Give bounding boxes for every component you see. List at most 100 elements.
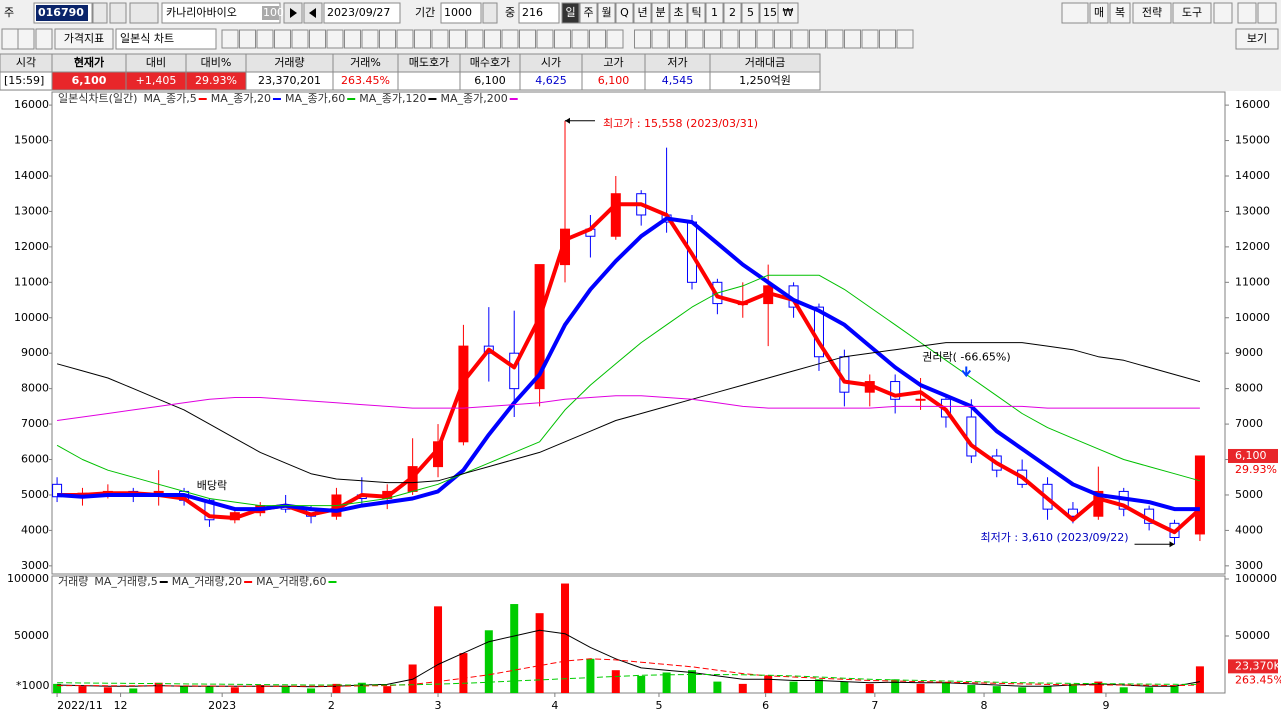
tool-icon[interactable] <box>1 28 19 50</box>
chart-type-select[interactable] <box>115 28 217 50</box>
interval-label[interactable]: 5 <box>747 6 754 19</box>
interval-label[interactable]: 일 <box>565 5 575 19</box>
tool-icon[interactable] <box>1237 2 1257 24</box>
draw-tool-icon[interactable] <box>484 29 501 49</box>
interval-label[interactable]: ₩ <box>783 6 794 19</box>
volume-bar <box>205 686 214 693</box>
period-spin[interactable] <box>482 2 498 24</box>
cloud-button[interactable] <box>1061 2 1089 24</box>
tool-icon[interactable] <box>1213 2 1233 24</box>
draw-tool-icon[interactable] <box>396 29 414 49</box>
interval-label[interactable]: 틱 <box>691 6 701 19</box>
interval-label[interactable]: 초 <box>673 6 683 19</box>
draw-tool-icon[interactable] <box>256 29 274 49</box>
interval-label[interactable]: 년 <box>637 6 647 19</box>
draw-tool-icon[interactable] <box>589 29 606 49</box>
view-button[interactable] <box>1235 28 1279 50</box>
draw-tool-icon[interactable] <box>896 29 914 49</box>
draw-tool-icon[interactable] <box>756 29 774 49</box>
interval-button[interactable] <box>705 2 724 24</box>
draw-tool-icon[interactable] <box>221 29 239 49</box>
zoom-input[interactable] <box>518 2 560 24</box>
draw-tool-icon[interactable] <box>466 29 484 49</box>
draw-tool-icon[interactable] <box>501 29 519 49</box>
draw-tool-icon[interactable] <box>326 29 344 49</box>
draw-tool-icon[interactable] <box>844 29 861 49</box>
interval-label[interactable]: 월 <box>601 6 611 19</box>
interval-button[interactable] <box>579 2 598 24</box>
draw-tool-icon[interactable] <box>721 29 739 49</box>
interval-label[interactable]: Q <box>620 6 629 19</box>
interval-label[interactable]: 1 <box>711 6 718 19</box>
x-tick-label: 2023 <box>208 699 236 712</box>
code-dropdown[interactable] <box>92 2 108 24</box>
draw-tool-icon[interactable] <box>361 29 379 49</box>
date-input[interactable] <box>323 2 401 24</box>
indicator-button[interactable] <box>54 28 114 50</box>
draw-tool-icon[interactable] <box>239 29 256 49</box>
interval-button[interactable] <box>669 2 688 24</box>
interval-label[interactable]: 2 <box>729 6 736 19</box>
draw-tool-icon[interactable] <box>879 29 896 49</box>
right-button[interactable] <box>1109 2 1131 24</box>
interval-label[interactable]: 15 <box>763 6 777 19</box>
period-input[interactable] <box>440 2 482 24</box>
sort-button[interactable] <box>129 2 159 24</box>
right-button-label[interactable]: 전략 <box>1142 6 1162 19</box>
draw-tool-icon[interactable] <box>379 29 396 49</box>
draw-tool-icon[interactable] <box>554 29 571 49</box>
interval-button[interactable] <box>741 2 760 24</box>
draw-tool-icon[interactable] <box>449 29 466 49</box>
draw-tool-icon[interactable] <box>571 29 589 49</box>
draw-tool-icon[interactable] <box>414 29 431 49</box>
right-button-label[interactable]: 매 <box>1094 6 1104 19</box>
draw-tool-icon[interactable] <box>651 29 669 49</box>
draw-tool-icon[interactable] <box>344 29 361 49</box>
interval-button[interactable] <box>687 2 706 24</box>
draw-tool-icon[interactable] <box>606 29 624 49</box>
interval-button[interactable] <box>651 2 670 24</box>
draw-tool-icon[interactable] <box>704 29 721 49</box>
interval-label[interactable]: 분 <box>655 6 665 19</box>
draw-tool-icon[interactable] <box>669 29 686 49</box>
interval-button[interactable] <box>633 2 652 24</box>
draw-tool-icon[interactable] <box>861 29 879 49</box>
draw-tool-icon[interactable] <box>431 29 449 49</box>
y2-tick-label: 16000 <box>1235 98 1270 111</box>
draw-tool-icon[interactable] <box>809 29 826 49</box>
draw-tool-icon[interactable] <box>519 29 536 49</box>
y2-tick-label: 9000 <box>1235 346 1263 359</box>
draw-tool-icon[interactable] <box>634 29 651 49</box>
right-button-label[interactable]: 복 <box>1115 6 1125 19</box>
view-label[interactable]: 보기 <box>1247 32 1267 45</box>
volume-bar <box>256 685 265 693</box>
tool-icon[interactable] <box>1257 2 1277 24</box>
interval-button[interactable] <box>597 2 616 24</box>
draw-tool-icon[interactable] <box>791 29 809 49</box>
right-button-label[interactable]: 도구 <box>1182 6 1202 19</box>
tool-icon[interactable] <box>35 28 53 50</box>
draw-tool-icon[interactable] <box>826 29 844 49</box>
indicator-label[interactable]: 가격지표 <box>64 32 104 45</box>
volume-bar <box>992 686 1001 693</box>
interval-button[interactable] <box>777 2 799 24</box>
interval-label[interactable]: 주 <box>583 6 593 19</box>
interval-button[interactable] <box>723 2 742 24</box>
right-button[interactable] <box>1172 2 1212 24</box>
draw-tool-icon[interactable] <box>274 29 291 49</box>
draw-tool-icon[interactable] <box>536 29 554 49</box>
tool-icon[interactable] <box>17 28 35 50</box>
draw-tool-icon[interactable] <box>774 29 791 49</box>
interval-button[interactable] <box>615 2 634 24</box>
draw-tool-icon[interactable] <box>686 29 704 49</box>
volume-bar <box>967 685 976 693</box>
draw-tool-icon[interactable] <box>309 29 326 49</box>
draw-tool-icon[interactable] <box>291 29 309 49</box>
right-button[interactable] <box>1132 2 1172 24</box>
interval-button[interactable] <box>561 2 580 24</box>
stock-name[interactable] <box>161 2 281 24</box>
search-button[interactable] <box>109 2 127 24</box>
right-button[interactable] <box>1089 2 1109 24</box>
y-tick-label: 10000 <box>14 311 49 324</box>
draw-tool-icon[interactable] <box>739 29 756 49</box>
